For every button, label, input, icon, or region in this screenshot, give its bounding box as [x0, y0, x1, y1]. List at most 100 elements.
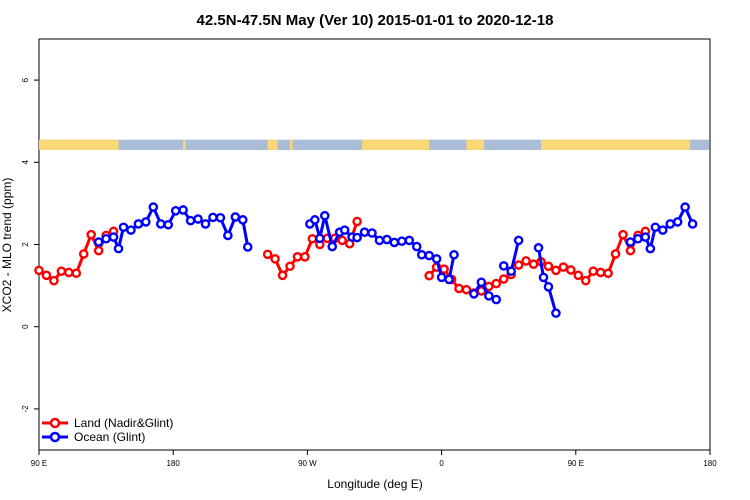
data-point — [476, 277, 487, 288]
data-point — [506, 266, 516, 277]
series-ocean — [93, 202, 698, 318]
data-point — [230, 212, 241, 222]
data-point — [64, 267, 74, 278]
legend-marker-land — [49, 417, 61, 429]
legend-item-ocean: Ocean (Glint) — [42, 430, 145, 444]
data-point — [34, 265, 44, 276]
data-point — [444, 274, 454, 285]
data-point — [551, 308, 561, 318]
x-tick-label: 90 E — [568, 459, 584, 468]
legend-label-ocean: Ocean (Glint) — [74, 430, 145, 444]
data-point — [223, 230, 233, 241]
data-point — [327, 241, 338, 252]
y-tick-label: -2 — [21, 405, 30, 413]
series-land — [34, 216, 651, 298]
data-point — [404, 235, 415, 246]
data-point — [185, 215, 196, 226]
data-point — [573, 270, 584, 281]
data-point — [566, 265, 576, 275]
strip-land-4 — [362, 139, 430, 150]
strip-land-0 — [39, 139, 119, 150]
data-point — [178, 205, 188, 215]
data-point — [71, 268, 82, 279]
data-point — [93, 245, 104, 256]
data-point — [645, 243, 656, 254]
land-ocean-strip — [39, 139, 709, 150]
y-axis: -2 0 2 4 6 — [21, 77, 39, 412]
data-point — [603, 268, 613, 279]
data-point — [337, 235, 347, 246]
data-point — [416, 249, 427, 260]
data-point — [588, 266, 598, 277]
x-axis: 90 E 180 90 W 0 90 E 180 — [31, 450, 717, 468]
data-point — [108, 232, 119, 242]
data-point — [411, 241, 422, 252]
x-tick-label: 180 — [703, 459, 717, 468]
data-point — [113, 243, 124, 254]
data-point — [513, 260, 524, 270]
data-point — [339, 225, 350, 235]
y-axis-label: XCO2 - MLO trend (ppm) — [0, 178, 14, 313]
data-point — [307, 233, 318, 244]
data-point — [270, 254, 280, 264]
data-point — [56, 266, 67, 277]
x-tick-label: 90 W — [298, 459, 317, 468]
data-point — [521, 256, 531, 266]
strip-land-6 — [541, 139, 691, 150]
data-point — [543, 261, 554, 272]
legend-label-land: Land (Nadir&Glint) — [74, 416, 173, 430]
data-point — [633, 233, 643, 244]
data-point — [78, 249, 89, 259]
data-point — [680, 202, 690, 212]
data-point — [618, 229, 628, 240]
strip-land-5 — [466, 139, 484, 150]
data-point — [310, 215, 320, 225]
data-point — [625, 237, 636, 247]
data-point — [237, 215, 248, 225]
data-point — [625, 245, 636, 256]
legend-item-land: Land (Nadir&Glint) — [42, 416, 173, 430]
legend-marker-ocean — [49, 431, 61, 443]
data-point — [382, 234, 392, 245]
series-line — [537, 247, 558, 314]
data-point — [126, 225, 136, 235]
data-point — [292, 252, 303, 262]
data-point — [595, 267, 606, 278]
data-point — [141, 217, 151, 227]
data-point — [170, 205, 181, 216]
data-point — [672, 217, 683, 227]
strip-land-1 — [183, 139, 186, 150]
plot-frame — [38, 38, 711, 451]
data-point — [650, 222, 661, 233]
data-point — [538, 272, 549, 283]
y-tick-label: 2 — [21, 242, 30, 247]
data-point — [277, 270, 288, 281]
data-point — [436, 272, 447, 283]
x-tick-label: 90 E — [31, 459, 47, 468]
y-tick-label: 4 — [21, 160, 30, 165]
data-point — [315, 233, 325, 244]
data-point — [640, 232, 651, 242]
data-point — [558, 262, 569, 272]
data-point — [155, 219, 166, 229]
data-point — [580, 275, 591, 286]
data-point — [101, 233, 111, 244]
data-point — [431, 254, 442, 264]
data-point — [543, 282, 554, 292]
data-point — [657, 225, 668, 235]
data-point — [285, 261, 295, 272]
data-point — [461, 284, 472, 295]
data-point — [242, 242, 253, 252]
data-point — [469, 289, 479, 299]
data-point — [133, 219, 144, 229]
data-point — [374, 235, 385, 246]
data-point — [200, 219, 211, 229]
chart-title: 42.5N-47.5N May (Ver 10) 2015-01-01 to 2… — [197, 12, 554, 29]
data-point — [163, 219, 174, 230]
data-point — [389, 237, 400, 248]
data-point — [148, 202, 159, 212]
data-point — [359, 227, 370, 237]
data-point — [533, 242, 544, 253]
strip-land-2 — [267, 139, 278, 150]
